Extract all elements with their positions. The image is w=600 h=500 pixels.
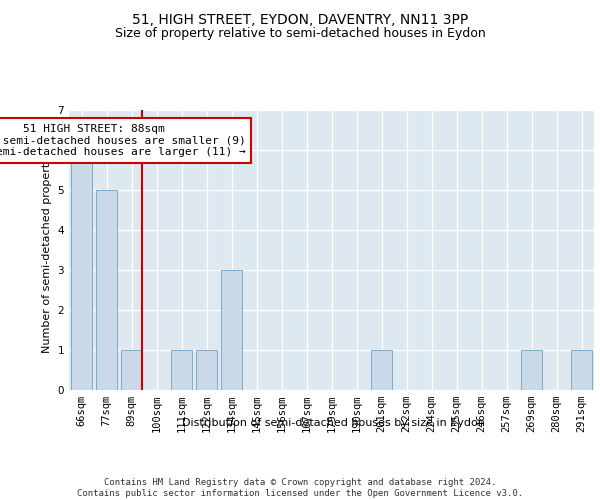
Text: 51 HIGH STREET: 88sqm
← 45% of semi-detached houses are smaller (9)
55% of semi-: 51 HIGH STREET: 88sqm ← 45% of semi-deta… <box>0 124 246 157</box>
Text: Distribution of semi-detached houses by size in Eydon: Distribution of semi-detached houses by … <box>182 418 484 428</box>
Text: Contains HM Land Registry data © Crown copyright and database right 2024.
Contai: Contains HM Land Registry data © Crown c… <box>77 478 523 498</box>
Bar <box>371 350 392 390</box>
Bar <box>121 350 142 390</box>
Text: 51, HIGH STREET, EYDON, DAVENTRY, NN11 3PP: 51, HIGH STREET, EYDON, DAVENTRY, NN11 3… <box>132 12 468 26</box>
Bar <box>171 350 192 390</box>
Bar <box>521 350 542 390</box>
Bar <box>196 350 217 390</box>
Bar <box>71 150 92 390</box>
Bar <box>571 350 592 390</box>
Bar <box>96 190 117 390</box>
Y-axis label: Number of semi-detached properties: Number of semi-detached properties <box>42 147 52 353</box>
Bar <box>221 270 242 390</box>
Text: Size of property relative to semi-detached houses in Eydon: Size of property relative to semi-detach… <box>115 28 485 40</box>
